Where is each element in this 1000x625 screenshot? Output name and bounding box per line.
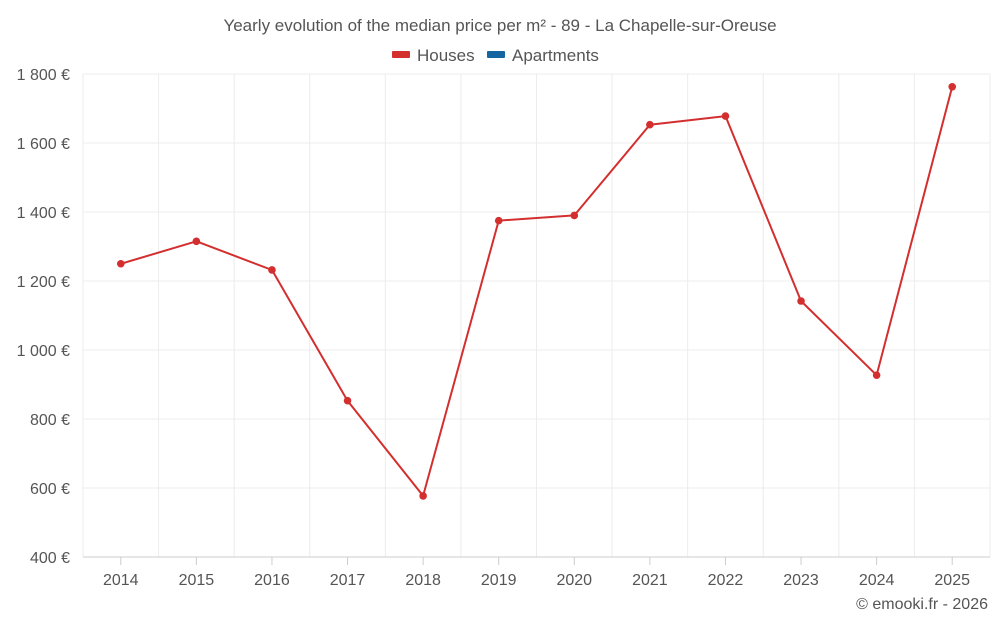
series-houses	[116, 82, 957, 500]
data-point-2019[interactable]	[494, 216, 503, 225]
y-tick-label: 600 €	[30, 481, 70, 498]
x-tick-label: 2017	[330, 572, 366, 589]
grid	[82, 73, 991, 557]
series-line-houses	[120, 86, 954, 497]
data-point-2015[interactable]	[192, 237, 201, 246]
x-tick-label: 2016	[254, 572, 290, 589]
legend-item-apartments[interactable]: Apartments	[487, 46, 599, 65]
data-point-2023[interactable]	[797, 297, 805, 305]
y-tick-label: 1 200 €	[17, 274, 70, 291]
data-point-2024[interactable]	[872, 371, 881, 379]
x-tick-label: 2022	[708, 572, 744, 589]
data-point-2018[interactable]	[419, 492, 427, 500]
legend-swatch-houses	[392, 51, 410, 58]
x-tick-label: 2015	[179, 572, 215, 589]
y-tick-label: 1 800 €	[17, 67, 70, 84]
x-tick-label: 2024	[859, 572, 895, 589]
legend-label-houses: Houses	[417, 46, 475, 65]
x-tick-label: 2018	[405, 572, 441, 589]
y-tick-label: 1 000 €	[17, 343, 70, 360]
data-point-2025[interactable]	[948, 82, 957, 91]
data-point-2014[interactable]	[116, 259, 125, 268]
x-tick-label: 2019	[481, 572, 517, 589]
legend: Houses Apartments	[392, 46, 599, 65]
data-point-2020[interactable]	[570, 211, 579, 220]
x-tick-label: 2021	[632, 572, 668, 589]
legend-swatch-apartments	[487, 51, 505, 58]
legend-item-houses[interactable]: Houses	[392, 46, 475, 65]
y-axis: 400 € 600 € 800 € 1 000 € 1 200 € 1 400 € 1 60…	[17, 67, 70, 567]
y-tick-label: 800 €	[30, 412, 70, 429]
data-point-2021[interactable]	[646, 120, 654, 129]
x-tick-label: 2014	[103, 572, 139, 589]
y-tick-label: 1 600 €	[17, 136, 70, 153]
legend-label-apartments: Apartments	[512, 46, 599, 65]
chart-title: Yearly evolution of the median price per…	[223, 16, 776, 35]
x-tick-label: 2025	[934, 572, 970, 589]
credit-text: © emooki.fr - 2026	[856, 596, 988, 613]
data-point-2017[interactable]	[343, 396, 352, 405]
x-axis: 2014 2015 2016 2017 2018 2019 2020 2021 2022 2023…	[83, 556, 990, 589]
x-tick-label: 2023	[783, 572, 819, 589]
y-tick-label: 400 €	[30, 550, 70, 567]
y-tick-label: 1 400 €	[17, 205, 70, 222]
data-point-2016[interactable]	[268, 266, 276, 274]
x-tick-label: 2020	[556, 572, 592, 589]
data-point-2022[interactable]	[721, 112, 730, 120]
